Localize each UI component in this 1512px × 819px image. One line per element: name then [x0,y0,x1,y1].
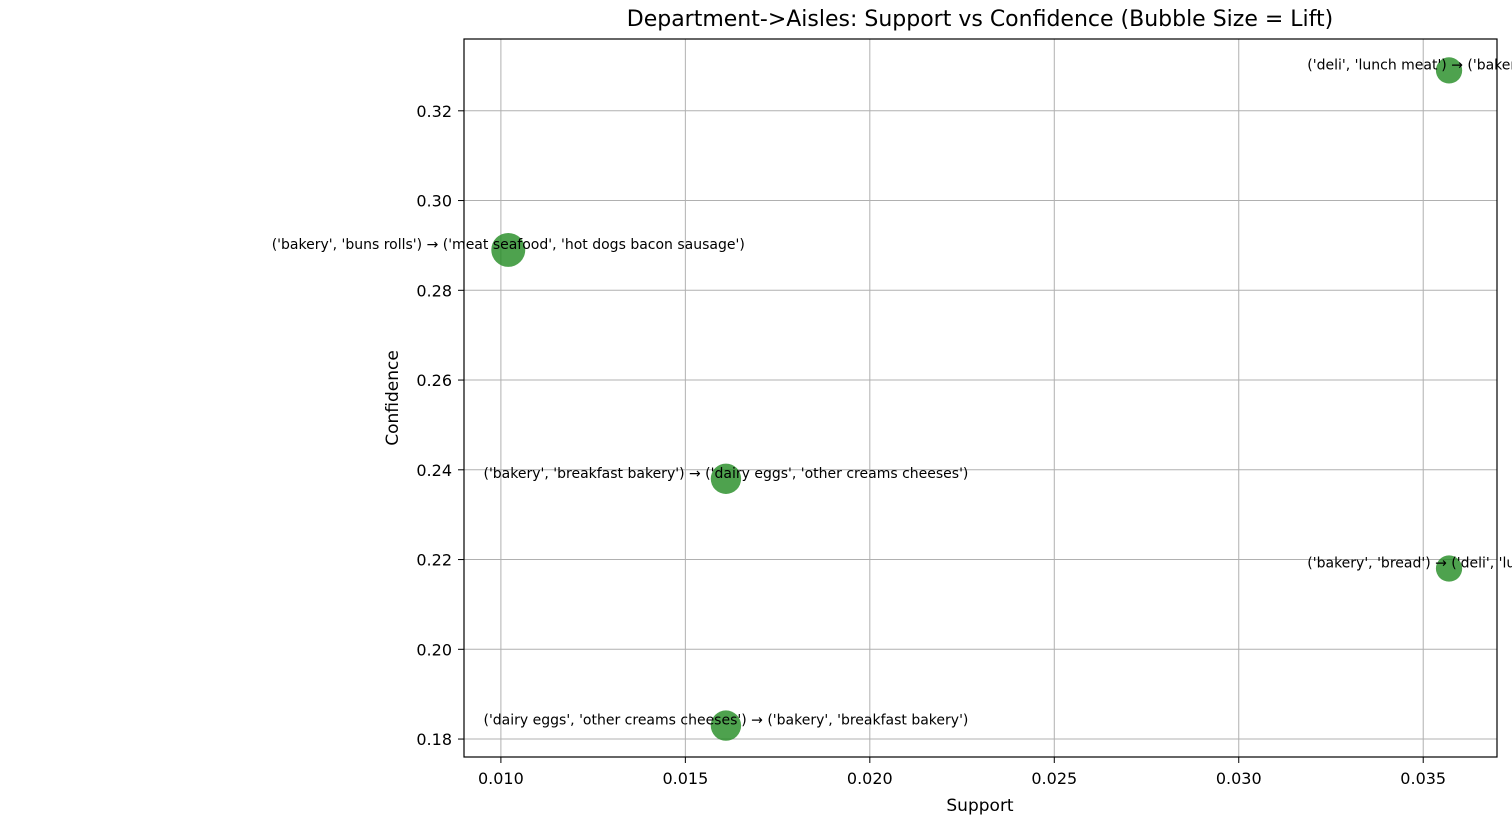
data-point [491,232,526,267]
point-annotation: ('bakery', 'buns rolls') → ('meat seafoo… [272,237,745,253]
data-point [710,710,742,741]
data-points [491,57,1463,741]
plot-frame [463,38,1498,758]
chart-title: Department->Aisles: Support vs Confidenc… [627,7,1333,32]
x-tick-label: 0.035 [1400,769,1446,788]
x-tick-label: 0.020 [847,769,893,788]
y-tick-label: 0.32 [416,102,452,121]
y-tick-label: 0.18 [416,730,452,749]
point-annotation: ('bakery', 'breakfast bakery') → ('dairy… [483,466,968,482]
y-tick-label: 0.20 [416,640,452,659]
annotations: ('deli', 'lunch meat') → ('bakery', 'bre… [272,57,1512,728]
point-annotation: ('bakery', 'bread') → ('deli', 'lunch me… [1307,556,1512,572]
point-annotation: ('dairy eggs', 'other creams cheeses') →… [483,713,968,729]
data-point [1435,57,1463,84]
data-point [710,463,742,494]
x-tick-label: 0.015 [662,769,708,788]
x-tick-label: 0.010 [478,769,524,788]
axis-ticks: 0.010 0.015 0.020 0.025 0.030 0.035 0.18 0.20 0.… [416,102,1446,788]
x-tick-label: 0.030 [1216,769,1262,788]
grid-lines [464,39,1497,757]
x-axis-label: Support [946,796,1014,816]
y-axis-label: Confidence [383,350,403,446]
y-tick-label: 0.22 [416,551,452,570]
y-tick-label: 0.30 [416,192,452,211]
point-annotation: ('deli', 'lunch meat') → ('bakery', 'bre… [1307,57,1512,73]
data-point [1435,555,1463,582]
y-tick-label: 0.26 [416,371,452,390]
y-tick-label: 0.28 [416,281,452,300]
x-tick-label: 0.025 [1031,769,1077,788]
y-tick-label: 0.24 [416,461,452,480]
